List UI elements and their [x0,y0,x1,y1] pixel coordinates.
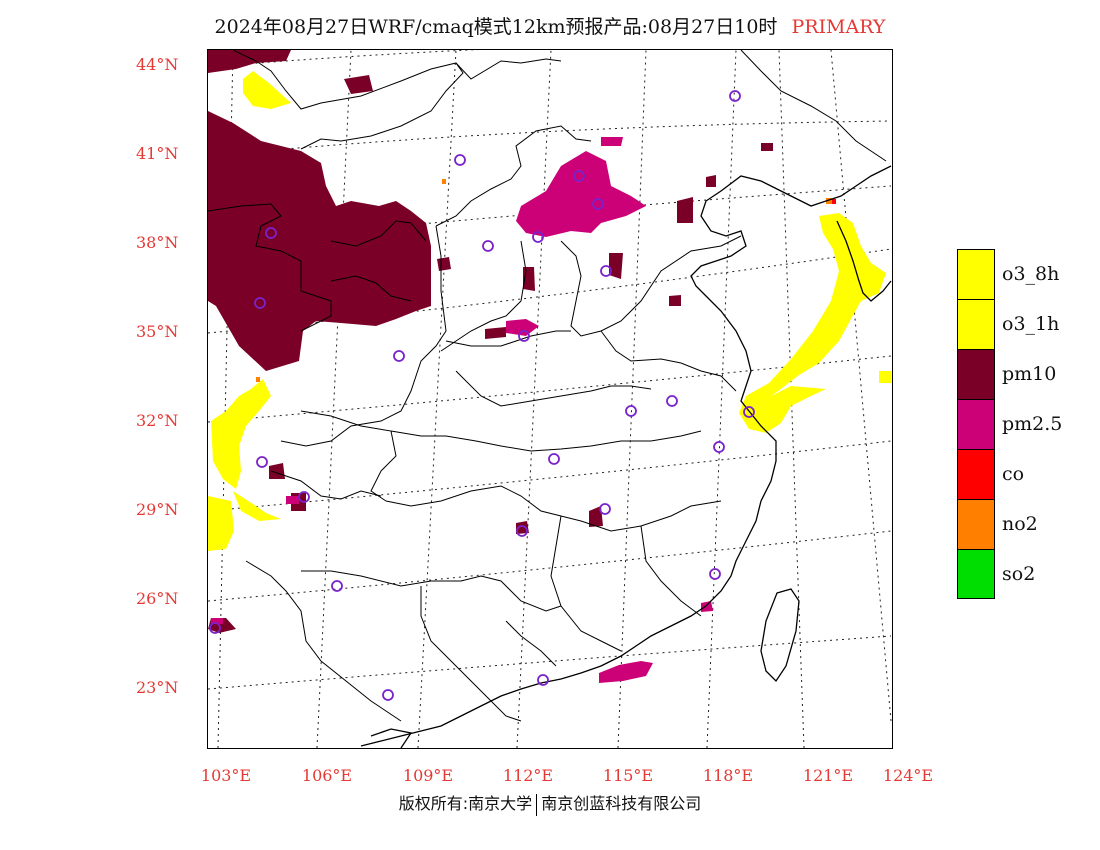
lon-label-121: 121°E [802,766,854,785]
copyright-left: 版权所有:南京大学 [398,794,533,813]
legend-item-o3-1h: o3_1h [957,299,1062,349]
legend-label: co [1002,463,1025,485]
no2-spot-3 [256,377,260,382]
legend-label: no2 [1002,513,1038,535]
legend-label: o3_8h [1002,263,1060,285]
legend-item-no2: no2 [957,499,1062,549]
co-spot [832,199,836,204]
legend-item-o3-8h: o3_8h [957,249,1062,299]
admin-boundaries [208,50,887,722]
lon-label-106: 106°E [301,766,353,785]
lon-label-109: 109°E [402,766,454,785]
lon-label-115: 115°E [602,766,654,785]
lon-label-124: 124°E [882,766,934,785]
lat-label-32: 32°N [136,411,179,430]
station-markers [209,90,755,701]
copyright-right: 南京创蓝科技有限公司 [541,794,702,813]
pm25-areas [211,137,713,683]
no2-spot-2 [442,179,446,184]
map-panel [207,49,893,749]
coastline [360,165,892,748]
legend-item-pm10: pm10 [957,349,1062,399]
legend-swatch [957,349,995,399]
legend-label: so2 [1002,563,1036,585]
lat-label-41: 41°N [136,144,179,163]
legend-swatch [957,549,995,599]
legend-swatch [957,249,995,299]
lon-label-112: 112°E [502,766,554,785]
lon-label-103: 103°E [200,766,252,785]
primary-tag: PRIMARY [791,16,886,38]
legend-item-co: co [957,449,1062,499]
legend-label: pm2.5 [1002,413,1063,435]
legend-label: o3_1h [1002,313,1060,335]
copyright-footer: 版权所有:南京大学 南京创蓝科技有限公司 [0,790,1100,816]
pm10-areas [208,50,773,633]
legend-item-so2: so2 [957,549,1062,599]
lat-label-38: 38°N [136,233,179,252]
no2-spot [826,198,832,204]
map-title: 2024年08月27日WRF/cmaq模式12km预报产品:08月27日10时 P… [0,12,1100,39]
lat-label-44: 44°N [136,55,179,74]
legend-swatch [957,499,995,549]
legend-item-pm25: pm2.5 [957,399,1062,449]
legend: o3_8h o3_1h pm10 pm2.5 co no2 so2 [957,249,1062,599]
lat-label-23: 23°N [136,678,179,697]
lat-label-35: 35°N [136,322,179,341]
lat-label-26: 26°N [136,589,179,608]
legend-swatch [957,299,995,349]
lat-label-29: 29°N [136,500,179,519]
map-svg [208,50,892,748]
title-text: 2024年08月27日WRF/cmaq模式12km预报产品:08月27日10时 [214,16,778,38]
footer-divider [536,793,538,816]
o3-areas [208,71,891,551]
legend-swatch [957,449,995,499]
legend-label: pm10 [1002,363,1057,385]
legend-swatch [957,399,995,449]
lon-label-118: 118°E [702,766,754,785]
